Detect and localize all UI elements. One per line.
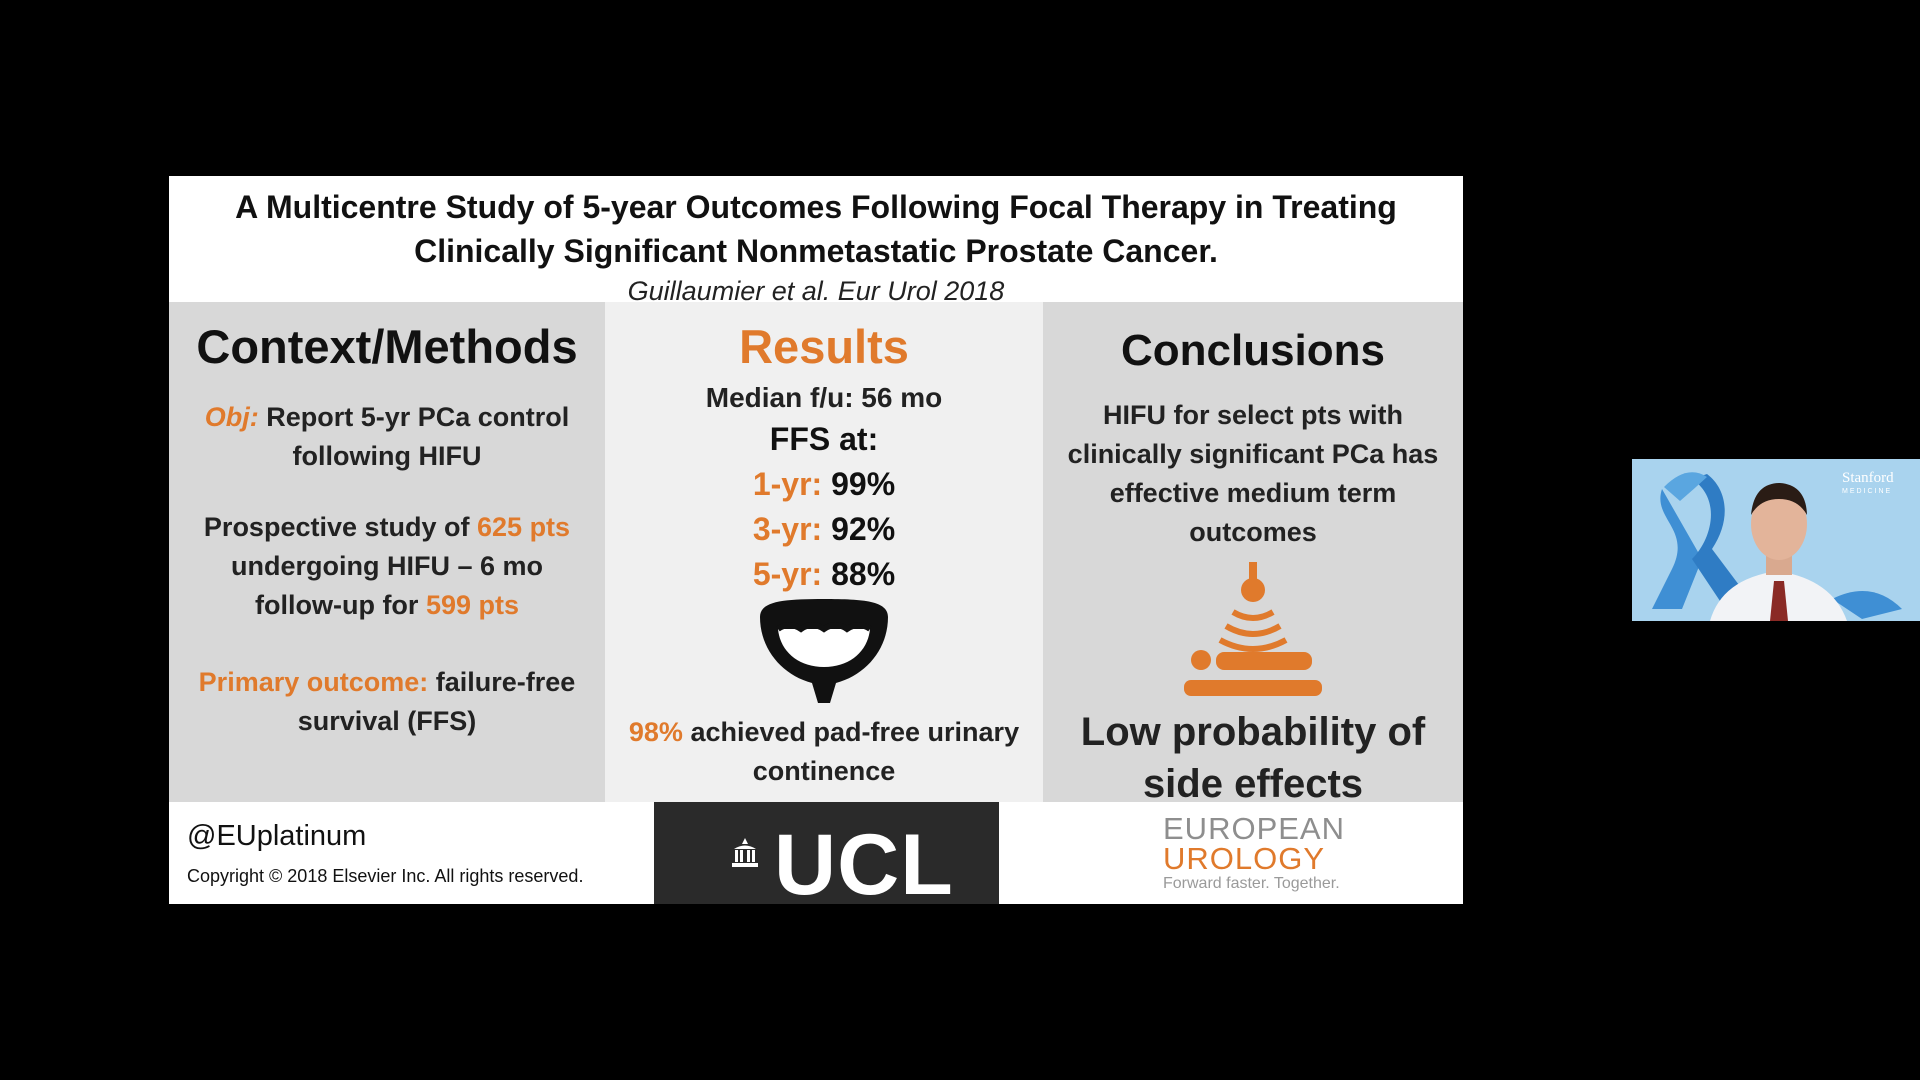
european-urology-logo: EUROPEAN UROLOGY Forward faster. Togethe… — [1163, 811, 1345, 894]
study-mid: undergoing HIFU – 6 mo follow-up for — [230, 551, 543, 620]
stanford-logo-sub: MEDICINE — [1842, 488, 1893, 495]
rate-label: 1-yr: — [752, 466, 823, 502]
eu-logo-line2: UROLOGY — [1163, 841, 1326, 876]
ffs-rate-3yr: 3-yr: 92% — [605, 507, 1043, 552]
conclusions-panel: Conclusions HIFU for select pts with cli… — [1043, 302, 1463, 806]
slide-title-line-1: A Multicentre Study of 5-year Outcomes F… — [235, 189, 1397, 225]
citation: Guillaumier et al. Eur Urol 2018 — [627, 276, 1005, 306]
hifu-treatment-icon — [1043, 560, 1463, 700]
continence-text: 98% achieved pad-free urinary continence — [605, 713, 1043, 791]
webcam-scene — [1652, 472, 1902, 621]
conclusion-text: HIFU for select pts with clinically sign… — [1067, 400, 1439, 547]
obj-text: Report 5-yr PCa control following HIFU — [266, 402, 570, 471]
context-methods-heading: Context/Methods — [196, 320, 578, 373]
study-followup: 599 pts — [425, 590, 520, 620]
context-methods-panel: Context/Methods Obj: Report 5-yr PCa con… — [169, 302, 605, 802]
slide: A Multicentre Study of 5-year Outcomes F… — [169, 176, 1463, 904]
conclusions-heading: Conclusions — [1120, 326, 1386, 375]
ucl-logo: UCL — [654, 802, 999, 904]
rate-label: 3-yr: — [752, 511, 823, 547]
ffs-rate-1yr: 1-yr: 99% — [605, 462, 1043, 507]
copyright: Copyright © 2018 Elsevier Inc. All right… — [187, 866, 584, 886]
study-pre: Prospective study of — [203, 512, 470, 542]
slide-footer: @EUplatinum Copyright © 2018 Elsevier In… — [169, 802, 1463, 904]
primary-text: failure-free survival (FFS) — [297, 667, 576, 736]
ffs-rate-5yr: 5-yr: 88% — [605, 552, 1043, 597]
side-effects-text: Low probability of side effects — [1080, 710, 1426, 806]
rate-value: 88% — [831, 556, 896, 592]
primary-label: Primary outcome: — [198, 667, 429, 697]
objective-text: Obj: Report 5-yr PCa control following H… — [169, 398, 605, 476]
continence-desc: achieved pad-free urinary continence — [690, 717, 1020, 786]
twitter-handle: @EUplatinum — [187, 820, 367, 852]
study-pts: 625 pts — [477, 512, 571, 542]
primary-outcome-text: Primary outcome: failure-free survival (… — [169, 663, 605, 741]
results-panel: Results Median f/u: 56 mo FFS at: 1-yr: … — [605, 302, 1043, 802]
study-text: Prospective study of 625 pts undergoing … — [169, 508, 605, 625]
ucl-portico-icon — [732, 838, 758, 867]
ucl-logo-text: UCL — [774, 817, 954, 904]
ffs-at-label: FFS at: — [769, 421, 879, 457]
stanford-logo-name: Stanford — [1842, 470, 1894, 486]
presenter-video[interactable]: Stanford MEDICINE — [1632, 459, 1920, 621]
obj-label: Obj: — [204, 402, 259, 432]
results-heading: Results — [739, 320, 909, 373]
eu-logo-line1: EUROPEAN — [1163, 811, 1345, 846]
continence-pct: 98% — [628, 717, 683, 747]
rate-value: 99% — [831, 466, 896, 502]
rate-label: 5-yr: — [752, 556, 823, 592]
eu-tagline: Forward faster. Together. — [1163, 875, 1340, 892]
slide-title-line-2: Clinically Significant Nonmetastatic Pro… — [414, 233, 1218, 269]
slide-header: A Multicentre Study of 5-year Outcomes F… — [169, 176, 1463, 306]
bladder-icon — [605, 599, 1043, 703]
median-followup: Median f/u: 56 mo — [705, 382, 943, 413]
stanford-medicine-logo: Stanford MEDICINE — [1842, 471, 1894, 499]
rate-value: 92% — [831, 511, 896, 547]
